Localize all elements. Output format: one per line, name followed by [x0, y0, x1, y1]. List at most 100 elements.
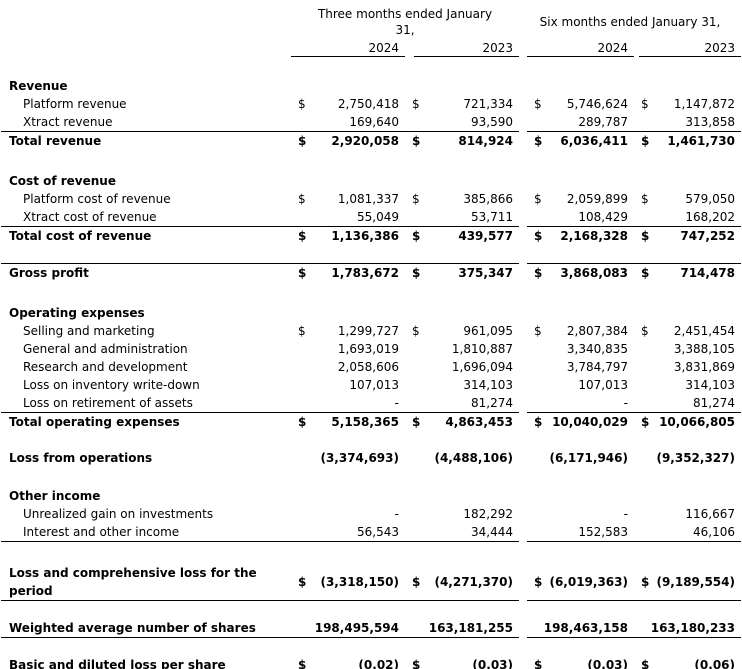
cell-value: 313,858 [685, 115, 735, 129]
row-label: Platform revenue [23, 97, 127, 111]
column-gap [519, 95, 527, 113]
row-unrealized-gain-on-investments: Unrealized gain on investments - 182,292 - 1… [1, 505, 741, 523]
column-gap [519, 172, 527, 190]
spacer-cell [1, 57, 741, 77]
value-cell: 163,180,233 [634, 618, 741, 638]
value-cell-content: - [527, 394, 634, 412]
cell-value: 3,340,835 [566, 342, 628, 356]
row-label: Xtract cost of revenue [23, 210, 157, 224]
currency-symbol: $ [412, 192, 420, 206]
cell-value: 81,274 [471, 396, 513, 410]
spacer-row [1, 282, 741, 304]
value-cell-content: 313,858 [634, 113, 741, 131]
currency-symbol: $ [534, 575, 543, 589]
year-header-6mo-2023: 2023 [639, 40, 741, 57]
value-cell: 3,784,797 [527, 358, 634, 376]
currency-symbol: $ [298, 134, 307, 148]
year-header-cell: 2023 [634, 40, 741, 57]
value-cell: $3,868,083 [527, 263, 634, 282]
row-label: Other income [9, 489, 101, 503]
value-cell: (9,352,327) [634, 449, 741, 467]
value-cell: $2,807,384 [527, 322, 634, 340]
spacer-cell [1, 467, 741, 487]
column-gap [519, 487, 527, 505]
period-header-six-months-label: Six months ended January 31, [539, 15, 721, 29]
column-gap [519, 505, 527, 523]
value-cell [405, 487, 519, 505]
currency-symbol: $ [298, 266, 307, 280]
currency-symbol: $ [412, 324, 420, 338]
cell-value: 46,106 [693, 525, 735, 539]
cell-value: 2,058,606 [337, 360, 399, 374]
value-cell: $1,136,386 [291, 226, 405, 245]
value-cell-content: $2,920,058 [291, 132, 405, 150]
value-cell: $2,750,418 [291, 95, 405, 113]
value-cell-content: $5,746,624 [527, 95, 634, 113]
value-cell: 314,103 [634, 376, 741, 394]
cell-value: 289,787 [578, 115, 628, 129]
currency-symbol: $ [298, 229, 307, 243]
cell-value: 814,924 [458, 134, 513, 148]
income-statement-table: Three months ended January 31, Six month… [1, 4, 741, 669]
value-cell: - [527, 505, 634, 523]
cell-value: 2,920,058 [331, 134, 399, 148]
value-cell [634, 77, 741, 95]
value-cell-content: $ (9,189,554) [634, 573, 741, 591]
period-header-row: Three months ended January 31, Six month… [1, 4, 741, 40]
value-cell [527, 172, 634, 190]
value-cell-content: $814,924 [405, 132, 519, 150]
row-other-income: Other income [1, 487, 741, 505]
value-cell-content: 163,181,255 [405, 619, 519, 637]
cell-value: 579,050 [685, 192, 735, 206]
currency-symbol: $ [298, 657, 307, 669]
value-cell: 2,058,606 [291, 358, 405, 376]
value-cell-content: 314,103 [405, 376, 519, 394]
value-cell: 55,049 [291, 208, 405, 227]
value-cell: 93,590 [405, 113, 519, 132]
cell-value: (3,318,150) [320, 575, 399, 589]
period-header-three-months: Three months ended January 31, [291, 4, 519, 40]
cell-value: 314,103 [463, 378, 513, 392]
cell-value: 6,036,411 [560, 134, 628, 148]
cell-value: (4,488,106) [434, 451, 513, 465]
currency-symbol: $ [534, 657, 543, 669]
row-label: Xtract revenue [23, 115, 113, 129]
value-cell: 56,543 [291, 523, 405, 542]
value-cell-content: 55,049 [291, 208, 405, 226]
cell-value: 182,292 [463, 507, 513, 521]
value-cell [405, 77, 519, 95]
value-cell: $721,334 [405, 95, 519, 113]
value-cell-content: 152,583 [527, 523, 634, 541]
column-gap [519, 358, 527, 376]
cell-value: 1,299,727 [337, 324, 399, 338]
value-cell: 3,340,835 [527, 340, 634, 358]
column-gap [519, 227, 527, 246]
value-cell: $579,050 [634, 190, 741, 208]
cell-value: 1,696,094 [451, 360, 513, 374]
column-gap [519, 564, 527, 601]
spacer-cell [1, 637, 741, 656]
value-cell: 152,583 [527, 523, 634, 542]
year-header-row: 2024 2023 2024 2023 [1, 40, 741, 57]
value-cell-content: $10,066,805 [634, 413, 741, 431]
value-cell [291, 304, 405, 322]
value-cell-content: 1,696,094 [405, 358, 519, 376]
cell-value: 107,013 [578, 378, 628, 392]
value-cell [527, 487, 634, 505]
currency-symbol: $ [641, 324, 649, 338]
column-gap [519, 304, 527, 322]
cell-value: 721,334 [463, 97, 513, 111]
value-cell: 53,711 [405, 208, 519, 227]
value-cell: 116,667 [634, 505, 741, 523]
value-cell-content: $1,461,730 [634, 132, 741, 150]
cell-value: 2,059,899 [566, 192, 628, 206]
value-cell: $4,863,453 [405, 412, 519, 431]
row-weighted-average-number-of-shares: Weighted average number of shares 198,495… [1, 618, 741, 638]
column-gap [519, 264, 527, 283]
row-total-cost-of-revenue: Total cost of revenue $1,136,386 $439,577 $… [1, 226, 741, 246]
row-label: Weighted average number of shares [1, 618, 291, 638]
cell-value: 961,095 [463, 324, 513, 338]
value-cell-content: - [291, 505, 405, 523]
value-cell: $ (4,271,370) [405, 564, 519, 601]
value-cell: (4,488,106) [405, 449, 519, 467]
